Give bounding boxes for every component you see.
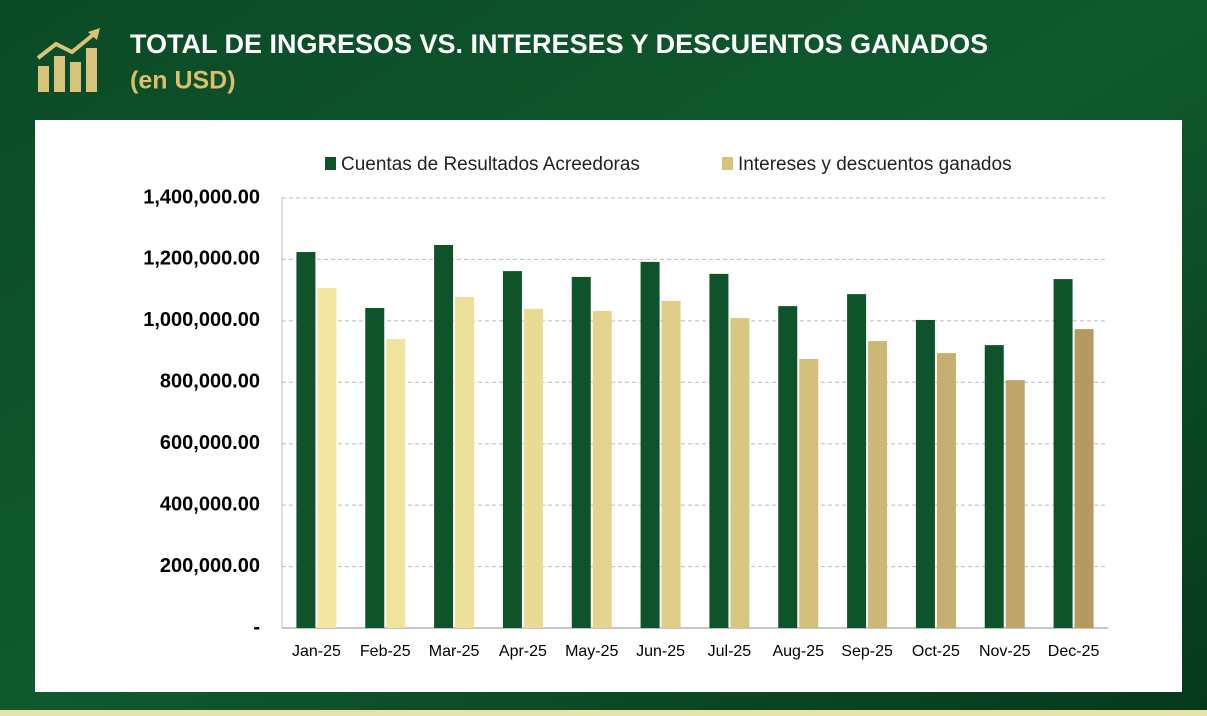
x-tick-label: Aug-25 <box>772 643 824 660</box>
legend-swatch <box>722 157 733 170</box>
bar <box>365 307 385 628</box>
bar <box>455 296 475 628</box>
x-tick-label: Dec-25 <box>1048 643 1100 660</box>
legend-label: Cuentas de Resultados Acreedoras <box>341 154 640 175</box>
bar <box>1053 279 1073 628</box>
bar <box>799 358 819 628</box>
y-tick-label: 200,000.00 <box>160 555 260 577</box>
x-tick-label: Oct-25 <box>912 643 960 660</box>
x-tick-label: Jul-25 <box>708 643 752 660</box>
bar <box>984 345 1004 628</box>
chart-title: TOTAL DE INGRESOS VS. INTERESES Y DESCUE… <box>130 29 988 59</box>
bar <box>592 311 612 628</box>
bar <box>730 318 750 628</box>
x-tick-label: Jun-25 <box>636 643 685 660</box>
y-tick-label: 400,000.00 <box>160 493 260 515</box>
x-tick-label: Feb-25 <box>360 643 411 660</box>
legend-label: Intereses y descuentos ganados <box>738 154 1012 175</box>
x-tick-label: May-25 <box>565 643 618 660</box>
bar <box>1005 380 1025 628</box>
bar <box>1074 329 1094 628</box>
y-tick-label: - <box>253 616 260 638</box>
bar <box>915 319 935 628</box>
bar <box>661 300 681 628</box>
y-tick-label: 1,000,000.00 <box>143 309 260 331</box>
bar <box>778 306 798 628</box>
bar <box>709 273 729 628</box>
bar <box>571 276 591 628</box>
x-tick-label: Nov-25 <box>979 643 1031 660</box>
legend-swatch <box>325 157 336 170</box>
bar <box>936 353 956 628</box>
bar <box>502 271 522 628</box>
bar <box>434 244 454 628</box>
bar <box>868 341 888 628</box>
bottom-band <box>0 710 1207 716</box>
y-tick-label: 1,200,000.00 <box>143 248 260 270</box>
y-tick-label: 1,400,000.00 <box>143 186 260 208</box>
bar <box>386 338 406 628</box>
x-tick-label: Sep-25 <box>841 643 893 660</box>
y-tick-label: 600,000.00 <box>160 432 260 454</box>
x-tick-label: Mar-25 <box>429 643 480 660</box>
chart-icon <box>36 28 100 92</box>
chart-subtitle: (en USD) <box>130 67 236 95</box>
bar <box>523 308 543 628</box>
x-tick-label: Jan-25 <box>292 643 341 660</box>
bar <box>847 294 867 628</box>
bar <box>296 252 316 629</box>
bar <box>317 287 337 628</box>
x-tick-label: Apr-25 <box>499 643 547 660</box>
bar <box>640 261 660 628</box>
y-tick-label: 800,000.00 <box>160 371 260 393</box>
